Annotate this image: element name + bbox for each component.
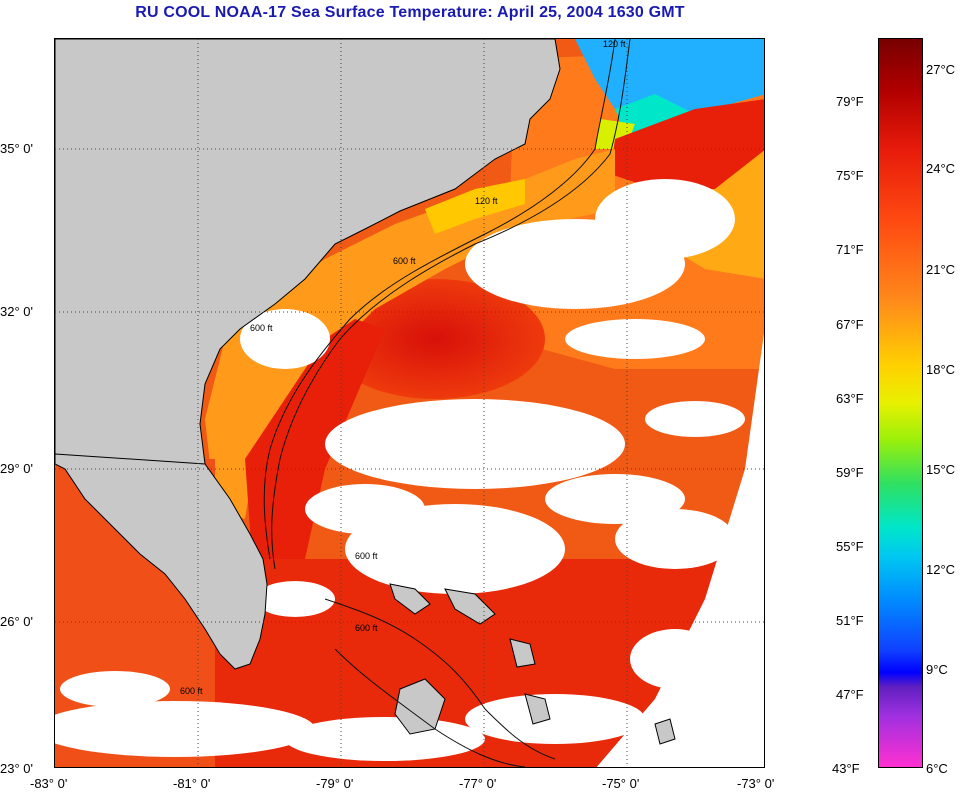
contour-label: 600 ft xyxy=(180,686,203,696)
land-mainland xyxy=(55,39,561,465)
contour-label: 600 ft xyxy=(250,323,273,333)
swath-edge xyxy=(596,333,764,767)
map-title: RU COOL NOAA-17 Sea Surface Temperature:… xyxy=(135,4,685,21)
land-florida xyxy=(55,453,268,670)
sst-map[interactable]: 120 ft 600 ft 600 ft 120 ft 600 ft 600 f… xyxy=(54,38,765,768)
graticule xyxy=(55,39,764,767)
sst-map-canvas: 120 ft 600 ft 600 ft 120 ft 600 ft 600 f… xyxy=(55,39,764,767)
contour-label: 120 ft xyxy=(475,196,498,206)
shelf-water-cool xyxy=(425,179,525,234)
fahrenheit-label: 47°F xyxy=(836,687,864,702)
celsius-label: 6°C xyxy=(926,761,948,776)
celsius-label: 9°C xyxy=(926,662,948,677)
fahrenheit-label: 79°F xyxy=(836,94,864,109)
fahrenheit-label: 55°F xyxy=(836,539,864,554)
contour-label: 600 ft xyxy=(393,256,416,266)
contour-labels: 120 ft 600 ft 600 ft 120 ft 600 ft 600 f… xyxy=(180,39,626,696)
lat-label: 23° 0' xyxy=(0,761,33,776)
contour-label: 600 ft xyxy=(355,623,378,633)
fahrenheit-label: 71°F xyxy=(836,242,864,257)
lat-label: 26° 0' xyxy=(0,614,33,629)
warm-eddy xyxy=(325,279,545,399)
celsius-label: 18°C xyxy=(926,362,956,377)
fahrenheit-label: 59°F xyxy=(836,465,864,480)
gulf-stream-north xyxy=(610,99,764,189)
land-bahamas xyxy=(389,583,676,745)
lon-label: -81° 0' xyxy=(173,776,211,791)
lat-label: 35° 0' xyxy=(0,141,33,156)
fahrenheit-label: 43°F xyxy=(832,761,860,776)
fahrenheit-label: 63°F xyxy=(836,391,864,406)
fahrenheit-label: 75°F xyxy=(836,168,864,183)
lat-label: 32° 0' xyxy=(0,304,33,319)
bathymetry-contours xyxy=(263,39,631,767)
lat-label: 29° 0' xyxy=(0,461,33,476)
celsius-label: 21°C xyxy=(926,262,956,277)
lon-label: -75° 0' xyxy=(602,776,640,791)
ocean-cold-edge xyxy=(615,94,695,139)
lon-label: -79° 0' xyxy=(316,776,354,791)
celsius-label: 24°C xyxy=(926,161,956,176)
temperature-colorbar xyxy=(878,38,923,768)
lon-label: -73° 0' xyxy=(737,776,775,791)
celsius-label: 12°C xyxy=(926,562,956,577)
lon-label: -83° 0' xyxy=(30,776,68,791)
fahrenheit-label: 51°F xyxy=(836,613,864,628)
lon-label: -77° 0' xyxy=(459,776,497,791)
contour-label: 120 ft xyxy=(603,39,626,49)
celsius-label: 15°C xyxy=(926,462,956,477)
gulf-stream-florida xyxy=(245,319,385,599)
contour-label: 600 ft xyxy=(355,551,378,561)
celsius-label: 27°C xyxy=(926,62,956,77)
fahrenheit-label: 67°F xyxy=(836,317,864,332)
